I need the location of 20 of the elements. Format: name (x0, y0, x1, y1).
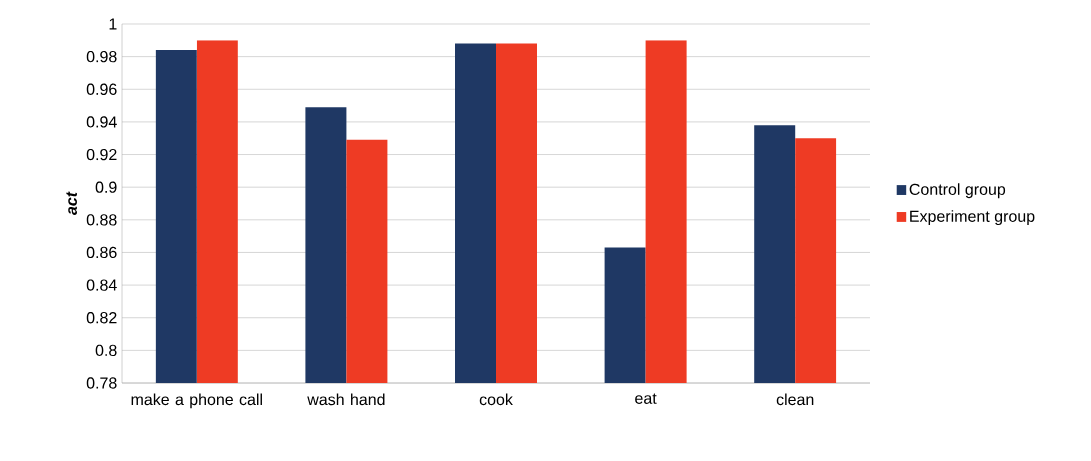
x-tick-label: eat (635, 393, 657, 404)
y-tick-label: 0.86 (86, 246, 117, 259)
y-tick-label: 0.9 (95, 181, 117, 193)
y-tick-label: 0.84 (86, 279, 117, 291)
y-tick-label: 0.96 (86, 83, 117, 95)
y-tick-label: 0.8 (95, 344, 117, 357)
x-tick-label: make a phone call (131, 393, 262, 409)
y-tick-label: 0.98 (86, 50, 117, 63)
y-tick-label: 0.94 (86, 116, 117, 128)
x-tick-label: clean (776, 393, 814, 406)
y-tick-label: 0.78 (86, 377, 117, 389)
legend-label: Control group (909, 183, 1006, 199)
y-tick-label: 0.82 (86, 312, 117, 324)
y-tick-label: 1 (109, 18, 117, 30)
x-tick-label: cook (479, 393, 513, 406)
y-tick-label: 0.88 (86, 214, 117, 226)
y-tick-label: 0.92 (86, 148, 117, 161)
legend-label: Experiment group (910, 210, 1035, 226)
y-axis-title: act (66, 191, 77, 215)
x-tick-label: wash hand (307, 393, 385, 406)
